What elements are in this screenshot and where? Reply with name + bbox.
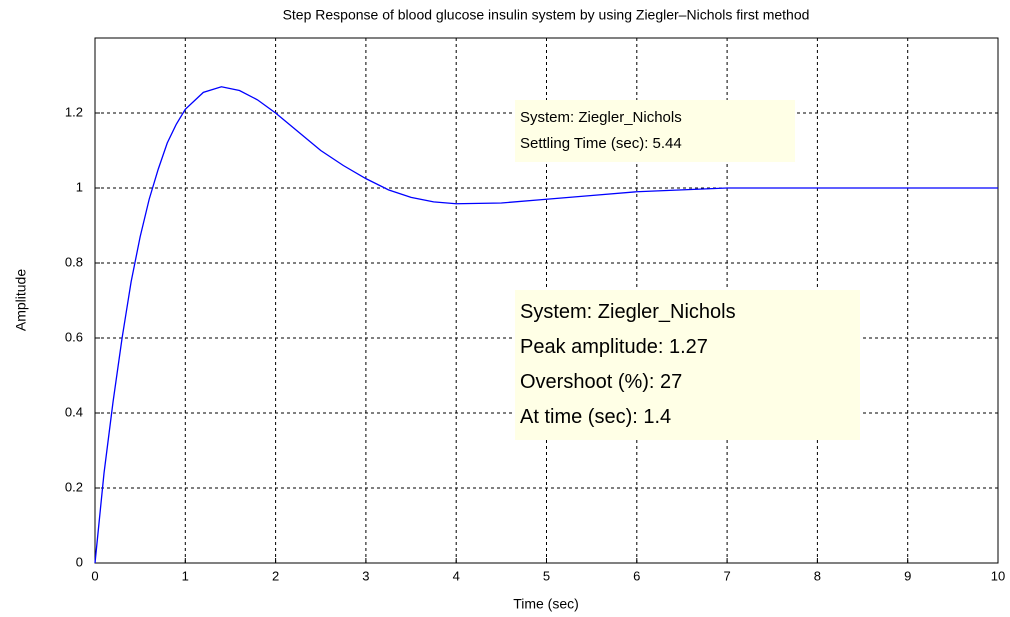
datatip-text: Peak amplitude: 1.27 (520, 336, 708, 358)
datatip-text: System: Ziegler_Nichols (520, 109, 682, 126)
y-tick-label: 0.6 (65, 329, 83, 344)
x-tick-label: 9 (904, 568, 911, 583)
plot-frame (94, 37, 999, 564)
y-tick-label: 0.2 (65, 479, 83, 494)
datatip-text: At time (sec): 1.4 (520, 406, 671, 428)
y-axis-label: Amplitude (13, 269, 29, 331)
y-tick-label: 0.4 (65, 404, 83, 419)
response-line (94, 86, 998, 564)
x-tick-label: 5 (543, 568, 550, 583)
x-axis-label: Time (sec) (513, 596, 579, 612)
datatip-box (515, 100, 795, 162)
x-tick-label: 7 (723, 568, 730, 583)
x-tick-label: 6 (633, 568, 640, 583)
x-tick-label: 4 (453, 568, 460, 583)
datatip-box (515, 290, 860, 440)
x-tick-label: 0 (91, 568, 98, 583)
chart-title: Step Response of blood glucose insulin s… (283, 7, 810, 23)
y-tick-label: 0 (76, 554, 83, 569)
y-tick-label: 1 (76, 179, 83, 194)
x-tick-label: 2 (272, 568, 279, 583)
datatip-text: System: Ziegler_Nichols (520, 301, 736, 323)
y-tick-label: 1.2 (65, 104, 83, 119)
y-tick-label: 0.8 (65, 254, 83, 269)
x-tick-label: 3 (362, 568, 369, 583)
datatip-text: Overshoot (%): 27 (520, 371, 682, 393)
datatip-text: Settling Time (sec): 5.44 (520, 135, 682, 152)
x-tick-label: 1 (182, 568, 189, 583)
x-tick-label: 10 (991, 568, 1005, 583)
x-tick-label: 8 (814, 568, 821, 583)
